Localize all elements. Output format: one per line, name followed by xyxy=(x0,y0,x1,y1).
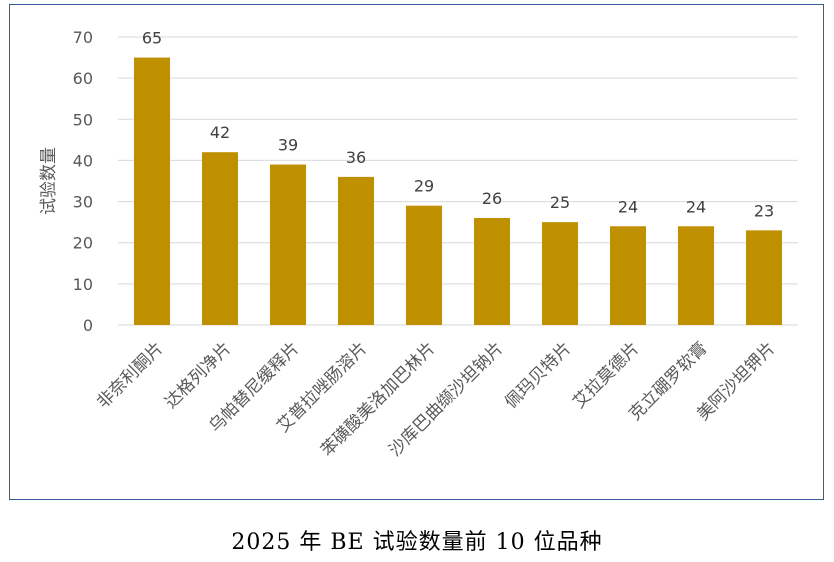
y-tick-label: 10 xyxy=(73,275,93,294)
bar-chart: 010203040506070试验数量65非奈利酮片42达格列净片39乌帕替尼缓… xyxy=(39,28,798,461)
data-label: 26 xyxy=(482,189,502,208)
data-label: 39 xyxy=(278,136,298,155)
data-label: 25 xyxy=(550,193,570,212)
chart-caption: 2025 年 BE 试验数量前 10 位品种 xyxy=(231,530,603,555)
data-label: 65 xyxy=(142,29,162,48)
data-label: 24 xyxy=(686,197,706,216)
y-tick-label: 20 xyxy=(73,234,93,253)
y-tick-label: 30 xyxy=(73,193,93,212)
category-label: 沙库巴曲缬沙坦钠片 xyxy=(385,338,507,460)
data-label: 42 xyxy=(210,123,230,142)
data-label: 23 xyxy=(754,201,774,220)
category-label: 佩玛贝特片 xyxy=(501,338,575,412)
category-label: 达格列净片 xyxy=(161,338,235,412)
category-label: 非奈利酮片 xyxy=(93,338,167,412)
bar xyxy=(542,222,578,325)
data-label: 24 xyxy=(618,197,638,216)
bar xyxy=(610,226,646,325)
data-label: 36 xyxy=(346,148,366,167)
bar xyxy=(474,218,510,325)
y-tick-label: 70 xyxy=(73,28,93,47)
bar xyxy=(746,230,782,325)
bar xyxy=(406,205,442,325)
category-label: 苯磺酸美洛加巴林片 xyxy=(317,338,439,460)
y-tick-label: 50 xyxy=(73,110,93,129)
y-axis-title: 试验数量 xyxy=(39,147,59,215)
bar xyxy=(134,57,170,325)
data-label: 29 xyxy=(414,177,434,196)
bar xyxy=(270,164,306,325)
chart-frame: 0 10 20 30 40 50 60 70 试验数量 65 非奈利酮片 42 达格列净片 39 乌帕替尼缓… xyxy=(9,4,824,500)
y-tick-label: 0 xyxy=(83,316,93,335)
y-tick-label: 60 xyxy=(73,69,93,88)
category-label: 艾拉莫德片 xyxy=(569,338,643,412)
bar xyxy=(678,226,714,325)
bar xyxy=(338,176,374,325)
bar xyxy=(202,152,238,325)
y-tick-label: 40 xyxy=(73,151,93,170)
